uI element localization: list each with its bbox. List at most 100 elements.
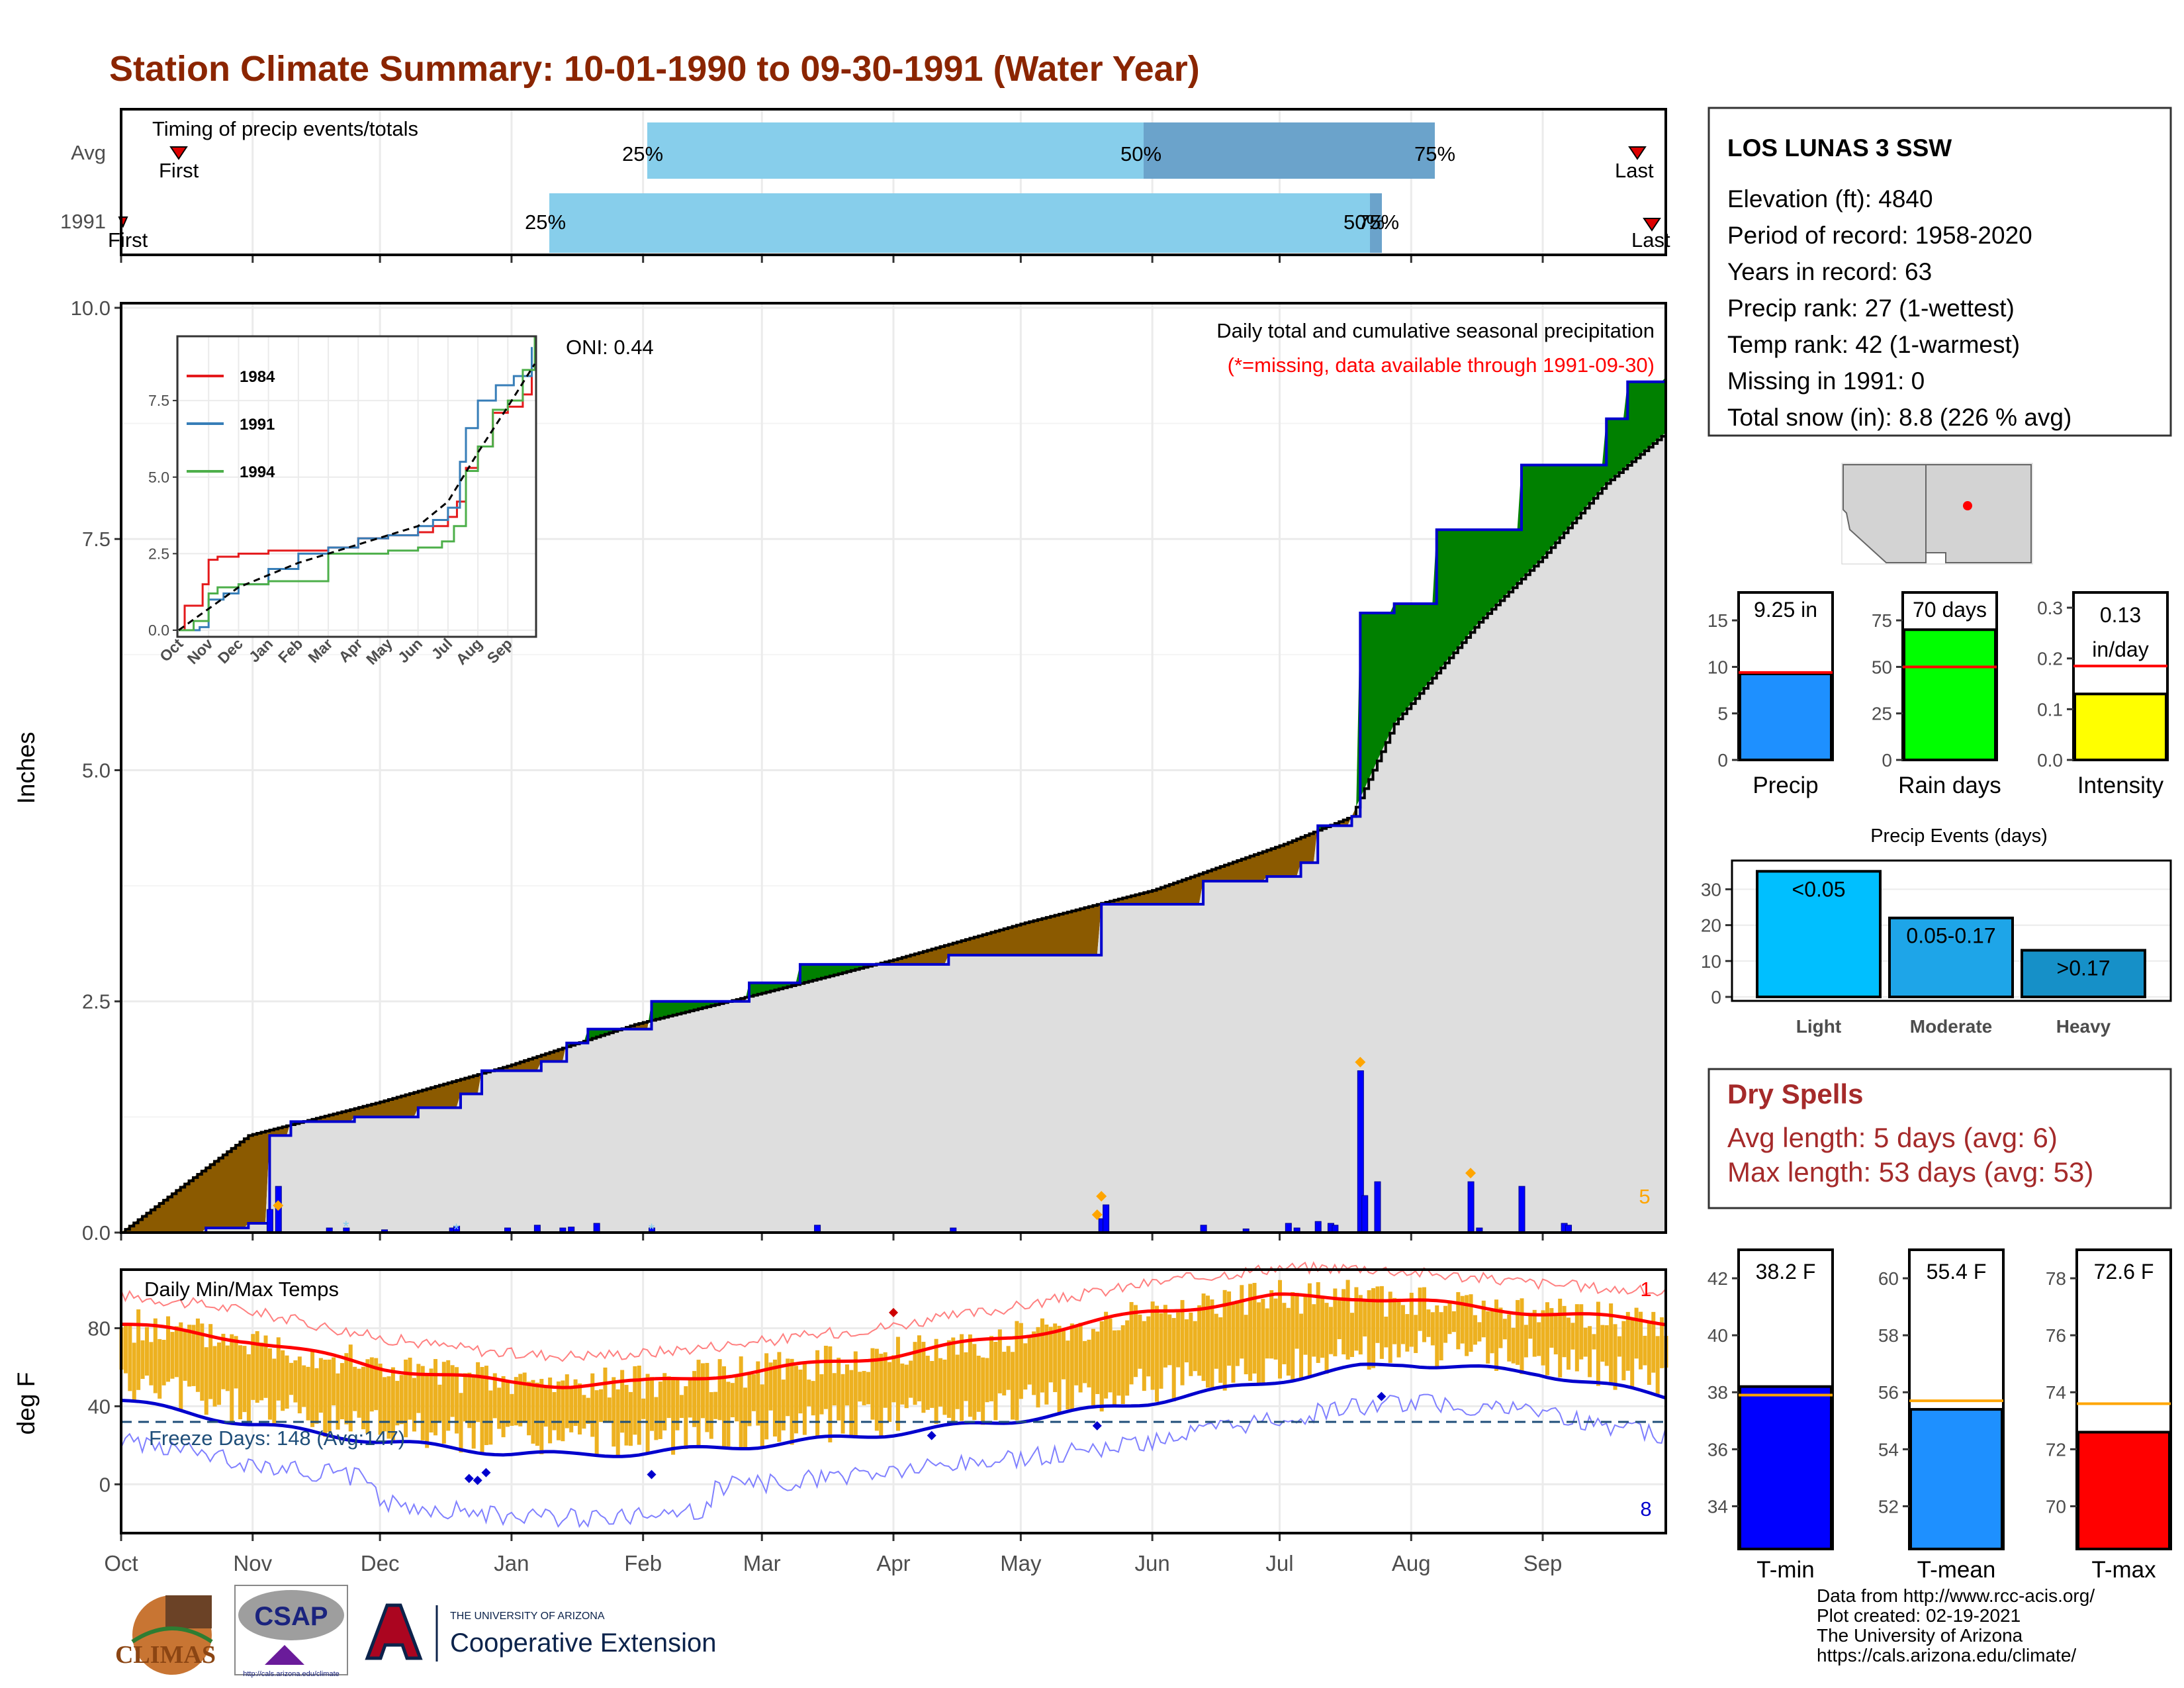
daily-temp-bar [344,1353,349,1425]
daily-temp-bar [1129,1301,1134,1385]
daily-temp-bar [183,1329,187,1381]
temp-summary-y-tick-label: 74 [2046,1382,2066,1403]
daily-temp-bar [1167,1314,1172,1366]
daily-temp-bar [340,1363,344,1420]
precip-y-tick-label: 7.5 [82,528,111,551]
daily-temp-bar [1516,1299,1520,1365]
daily-temp-bar [1384,1316,1388,1348]
daily-temp-bar [837,1358,841,1421]
temp-summary-y-tick-label: 60 [1878,1268,1899,1289]
daily-temp-bar [615,1389,620,1456]
daily-temp-bar [1371,1288,1376,1368]
daily-temp-bar [531,1380,535,1444]
daily-temp-bar [539,1379,544,1454]
station-name: LOS LUNAS 3 SSW [1727,134,1952,162]
daily-temp-bar [1451,1311,1456,1333]
daily-temp-bar [306,1366,310,1421]
summary-value-bar [1739,672,1833,761]
timing-1991-p25: 25% [525,211,566,234]
daily-temp-bar [179,1322,183,1410]
daily-temp-bar [1609,1303,1614,1385]
daily-temp-bar [136,1309,141,1390]
daily-temp-bar [455,1367,459,1434]
inset-background [177,336,536,637]
csap-logo-mountain [265,1645,304,1665]
daily-temp-bar [1422,1287,1427,1342]
daily-temp-bar [730,1383,735,1418]
daily-temp-bar [794,1366,799,1434]
daily-temp-bar [374,1358,379,1411]
station-info-line: Elevation (ft): 4840 [1727,185,1933,212]
precip-events-y-tick-label: 10 [1701,951,1721,972]
daily-temp-bar [378,1363,383,1435]
inset-avg-line [178,363,536,632]
daily-temp-bar [1108,1318,1113,1393]
daily-temp-bar [1524,1325,1528,1358]
daily-temp-bar [412,1378,416,1432]
temp-summary-t-mean: 52 54 56 58 60 55.4 F T-mean [1878,1248,2005,1583]
daily-temp-bar [1295,1293,1299,1349]
daily-temp-bar [1396,1298,1401,1358]
station-info-line: Period of record: 1958-2020 [1727,222,2032,249]
daily-temp-bar [501,1376,506,1438]
temp-summary-t-max: 70 72 74 76 78 72.6 F T-max [2046,1248,2172,1583]
daily-temp-bar [1155,1305,1160,1402]
month-tick-label: Oct [104,1551,138,1575]
climas-logo-mesa [165,1595,212,1628]
timing-avg-last-label: Last [1615,159,1654,182]
daily-temp-bar [739,1356,743,1448]
daily-temp-bar [390,1367,395,1440]
daily-temp-bar [692,1371,697,1427]
precip-event-category: Moderate [1910,1016,1992,1037]
daily-temp-bar [234,1336,238,1389]
daily-temp-bar [1443,1305,1448,1343]
daily-temp-bar [1087,1339,1091,1387]
daily-temp-bar [1036,1327,1040,1408]
daily-temp-bar [705,1362,709,1432]
temp-summary-y-tick-label: 58 [1878,1325,1899,1346]
daily-temp-bar [1456,1291,1461,1350]
daily-temp-bar [425,1373,430,1448]
daily-temp-bar [166,1316,171,1382]
daily-temp-bar [281,1350,285,1411]
daily-temp-bar [895,1336,900,1431]
daily-temp-bar [263,1335,268,1398]
daily-temp-bar [760,1384,764,1449]
daily-temp-bar [866,1372,871,1405]
record-high-line [120,1261,1666,1362]
daily-temp-bar [917,1335,921,1401]
precip-events-chart: Precip Events (days) 0 10 20 30 <0.05 Light 0.0… [1701,825,2172,1037]
daily-temp-bar [942,1359,947,1415]
summary-bar-rain-days: 0 25 50 75 70 days Rain days [1872,591,2001,798]
daily-temp-bar [369,1357,374,1412]
daily-temp-bar [858,1372,862,1402]
daily-temp-bar [463,1373,467,1422]
daily-temp-bar [1634,1307,1639,1359]
daily-temp-bar [246,1354,251,1423]
daily-temp-bar [1120,1325,1125,1405]
daily-temp-bar [510,1393,514,1426]
daily-temp-bar [1027,1336,1032,1385]
precip-y-tick-label: 10.0 [71,297,111,320]
daily-temp-bar [1324,1303,1329,1374]
daily-temp-bar [1655,1336,1660,1397]
climas-logo: CLIMAS [115,1595,216,1675]
daily-temp-bar [1583,1327,1588,1357]
daily-temp-bar [807,1380,811,1407]
daily-temp-bar [1061,1331,1066,1380]
daily-temp-bar [1414,1315,1418,1353]
daily-temp-bar [1171,1318,1176,1402]
summary-y-tick-label: 25 [1872,704,1892,724]
daily-temp-bar [1048,1327,1053,1383]
daily-precip-bar [1374,1181,1381,1233]
daily-temp-bar [1189,1312,1193,1376]
daily-temp-bar [399,1375,404,1425]
daily-temp-bar [1409,1292,1414,1347]
temp-summary-y-tick-label: 56 [1878,1382,1899,1403]
daily-temp-bar [1078,1323,1083,1393]
dry-spells-box: Dry Spells Avg length: 5 days (avg: 6)Max… [1707,1068,2172,1209]
daily-temp-bar [153,1318,158,1393]
daily-temp-bar [1307,1283,1312,1378]
daily-temp-bar [853,1351,858,1438]
daily-temp-bar [323,1359,328,1437]
